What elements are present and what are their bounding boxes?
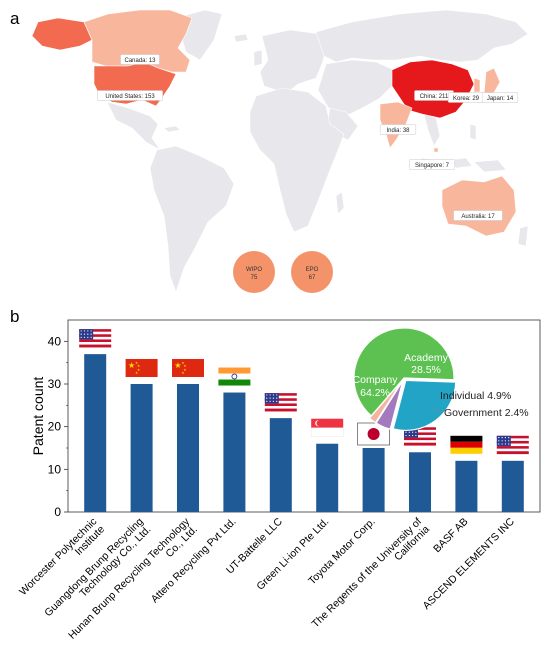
map-label-india: India: 38 — [379, 124, 417, 135]
svg-text:WIPO: WIPO — [246, 267, 262, 273]
svg-text:Canada: 13: Canada: 13 — [124, 58, 156, 64]
pie-label-government: Government 2.4% — [444, 407, 529, 419]
world-map — [106, 9, 529, 293]
bars — [84, 354, 524, 512]
svg-text:★: ★ — [181, 361, 184, 365]
pie-label-individual: Individual 4.9% — [440, 390, 511, 402]
china-flag: ★ ★★★★ — [172, 359, 204, 377]
bar-6 — [316, 443, 339, 512]
us-flag — [496, 435, 529, 455]
x-tick-label: ASCEND ELEMENTS INC — [421, 515, 518, 612]
svg-text:EPO: EPO — [306, 267, 319, 273]
y-tick-label: 40 — [48, 334, 62, 348]
bar-8 — [409, 452, 431, 512]
pie-slice-government — [368, 380, 403, 424]
map-labels: Canada: 13 United States: 153 China: 211 Ko… — [97, 54, 519, 221]
svg-text:75: 75 — [251, 275, 258, 281]
y-tick-label: 20 — [48, 420, 62, 434]
pie-slice-individual — [375, 380, 404, 430]
map-label-japan: Japan: 14 — [481, 92, 519, 103]
x-tick-labels: Worcester PolytechnicInstituteGuangdong … — [17, 515, 518, 642]
y-tick-label: 0 — [54, 505, 61, 519]
svg-text:★: ★ — [135, 371, 138, 375]
svg-text:India: 38: India: 38 — [386, 128, 410, 134]
x-tick-label: The Regents of the University ofCaliforn… — [310, 516, 432, 638]
korea-shape — [473, 77, 481, 93]
svg-text:★: ★ — [183, 364, 186, 368]
y-tick-label: 30 — [48, 377, 62, 391]
alaska-shape — [31, 17, 93, 51]
svg-text:★: ★ — [135, 361, 138, 365]
svg-text:★: ★ — [181, 371, 184, 375]
map-label-singapore: Singapore: 7 — [409, 159, 456, 170]
svg-text:★: ★ — [137, 368, 140, 372]
japan-flag — [357, 422, 390, 446]
panel-b-label: b — [10, 307, 19, 326]
svg-text:★: ★ — [174, 361, 181, 370]
svg-text:Korea: 29: Korea: 29 — [453, 96, 480, 102]
us-flag — [79, 329, 112, 348]
china-flag: ★ ★★★★ — [125, 359, 158, 377]
australia-shape — [441, 175, 517, 237]
organization-circles: WIPO 75 EPO 67 — [233, 251, 333, 293]
singapore-shape — [433, 147, 439, 153]
map-label-korea: Korea: 29 — [447, 92, 485, 103]
map-label-us: United States: 153 — [97, 90, 163, 101]
svg-text:Singapore: 7: Singapore: 7 — [415, 163, 450, 169]
pie-leader-line — [429, 407, 444, 413]
panel-a-label: a — [10, 9, 20, 28]
svg-text:★: ★ — [183, 368, 186, 372]
bar-3 — [177, 384, 199, 512]
svg-text:Japan: 14: Japan: 14 — [487, 96, 514, 102]
japan-shape — [483, 67, 501, 97]
canada-shape — [83, 9, 193, 73]
svg-text:China: 211: China: 211 — [420, 94, 449, 100]
map-label-canada: Canada: 13 — [120, 54, 160, 65]
india-flag — [218, 367, 251, 386]
bar-9 — [455, 460, 478, 512]
bar-7 — [362, 448, 385, 512]
bar-10 — [501, 460, 524, 512]
bar-5 — [269, 418, 292, 512]
plot-frame — [67, 319, 541, 513]
svg-text:★: ★ — [137, 364, 140, 368]
bar-4 — [223, 392, 246, 512]
svg-text:United States: 153: United States: 153 — [105, 94, 155, 100]
svg-text:67: 67 — [309, 275, 316, 281]
pie-slice-academy — [392, 379, 457, 431]
pie-value-academy: 28.5% — [411, 364, 441, 376]
pie-value-company: 64.2% — [360, 387, 390, 399]
singapore-flag — [311, 418, 344, 437]
y-axis-label: Patent count — [30, 377, 46, 456]
x-tick-label: BASF AB — [431, 516, 470, 555]
pie-label-academy: Academy — [404, 352, 449, 364]
us-flag — [264, 393, 297, 412]
org-circle-wipo: WIPO 75 — [233, 251, 275, 293]
map-label-china: China: 211 — [414, 90, 454, 101]
bar-2 — [130, 384, 153, 512]
pie-slice-company — [353, 327, 455, 417]
org-circle-epo: EPO 67 — [291, 251, 333, 293]
pie-label-company: Company — [353, 374, 399, 386]
svg-text:★: ★ — [128, 361, 135, 370]
svg-text:Australia: 17: Australia: 17 — [461, 214, 495, 220]
y-tick-label: 10 — [48, 462, 62, 476]
y-axis: 0 10 20 30 40 — [48, 334, 68, 519]
germany-flag — [450, 435, 483, 454]
china-shape — [391, 59, 475, 119]
map-label-australia: Australia: 17 — [453, 210, 503, 221]
flags: ★ ★★★★★ ★★★★ — [79, 329, 529, 455]
bar-1 — [84, 354, 107, 512]
